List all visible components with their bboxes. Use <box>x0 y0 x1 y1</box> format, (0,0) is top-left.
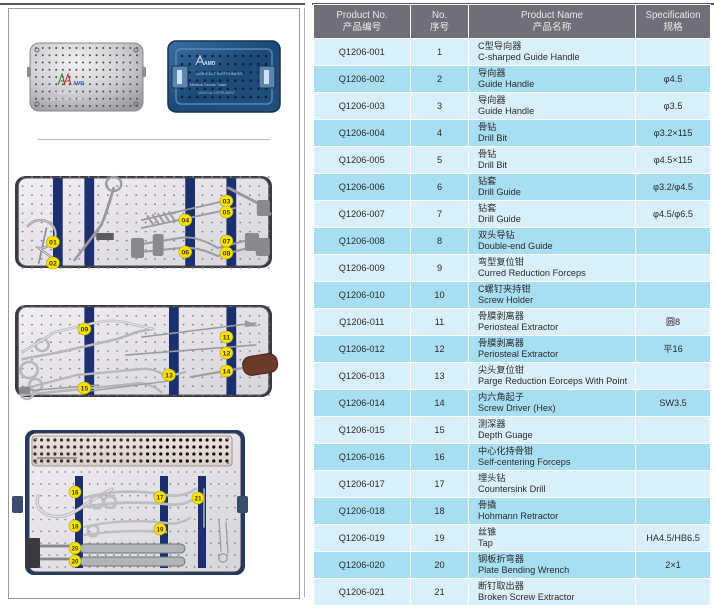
svg-text:19: 19 <box>156 526 164 533</box>
svg-text:16: 16 <box>71 489 79 496</box>
svg-text:AGRICULT: AGRICULT <box>55 90 77 95</box>
svg-text:12: 12 <box>223 351 231 358</box>
svg-text:02: 02 <box>49 261 57 268</box>
svg-text:08: 08 <box>223 251 231 258</box>
svg-text:AMD: AMD <box>73 81 85 87</box>
svg-text:06: 06 <box>181 250 189 257</box>
svg-text:20: 20 <box>71 545 79 552</box>
svg-text:07: 07 <box>223 239 231 246</box>
svg-text:09: 09 <box>80 327 88 334</box>
svg-text:14: 14 <box>223 369 231 376</box>
svg-text:21: 21 <box>194 495 202 502</box>
svg-text:15: 15 <box>80 386 88 393</box>
svg-text:01: 01 <box>49 240 57 247</box>
svg-text:MEDICAL INSTRUMENT: MEDICAL INSTRUMENT <box>50 97 87 101</box>
svg-text:05: 05 <box>223 210 231 217</box>
svg-text:18: 18 <box>71 523 79 530</box>
svg-text:AMD: AMD <box>204 61 216 67</box>
svg-text:17: 17 <box>156 494 164 501</box>
svg-text:04: 04 <box>181 218 189 225</box>
svg-text:AGRICULT INSTRUMENT: AGRICULT INSTRUMENT <box>196 71 244 76</box>
svg-text:MEDICAL INSTRUMENT: MEDICAL INSTRUMENT <box>198 91 235 95</box>
svg-text:03: 03 <box>223 199 231 206</box>
svg-text:Medical Device Trade: Medical Device Trade <box>190 83 227 87</box>
svg-text:13: 13 <box>165 373 173 380</box>
svg-text:20: 20 <box>71 558 79 565</box>
svg-text:11: 11 <box>223 335 231 342</box>
